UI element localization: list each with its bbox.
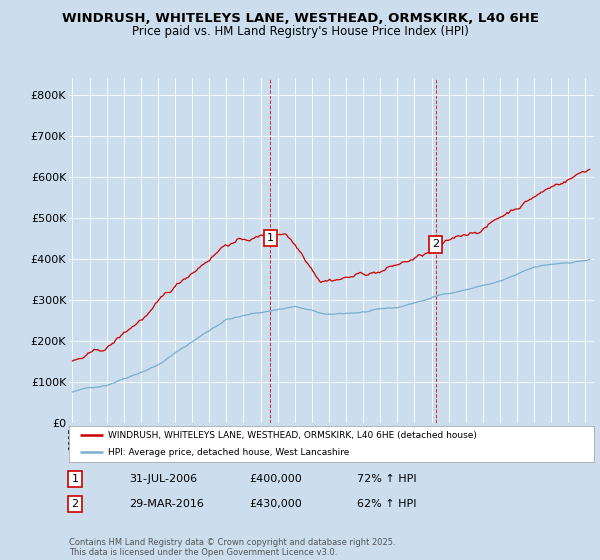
- Text: Price paid vs. HM Land Registry's House Price Index (HPI): Price paid vs. HM Land Registry's House …: [131, 25, 469, 38]
- Text: WINDRUSH, WHITELEYS LANE, WESTHEAD, ORMSKIRK, L40 6HE: WINDRUSH, WHITELEYS LANE, WESTHEAD, ORMS…: [62, 12, 539, 25]
- Text: HPI: Average price, detached house, West Lancashire: HPI: Average price, detached house, West…: [109, 447, 350, 456]
- Text: 1: 1: [267, 234, 274, 243]
- Text: 2: 2: [432, 240, 439, 249]
- Text: 29-MAR-2016: 29-MAR-2016: [129, 499, 204, 509]
- Text: 31-JUL-2006: 31-JUL-2006: [129, 474, 197, 484]
- Text: Contains HM Land Registry data © Crown copyright and database right 2025.
This d: Contains HM Land Registry data © Crown c…: [69, 538, 395, 557]
- Text: £430,000: £430,000: [249, 499, 302, 509]
- Text: 2: 2: [71, 499, 79, 509]
- Text: £400,000: £400,000: [249, 474, 302, 484]
- Text: 1: 1: [71, 474, 79, 484]
- Text: 72% ↑ HPI: 72% ↑ HPI: [357, 474, 416, 484]
- Text: 62% ↑ HPI: 62% ↑ HPI: [357, 499, 416, 509]
- Text: WINDRUSH, WHITELEYS LANE, WESTHEAD, ORMSKIRK, L40 6HE (detached house): WINDRUSH, WHITELEYS LANE, WESTHEAD, ORMS…: [109, 431, 477, 440]
